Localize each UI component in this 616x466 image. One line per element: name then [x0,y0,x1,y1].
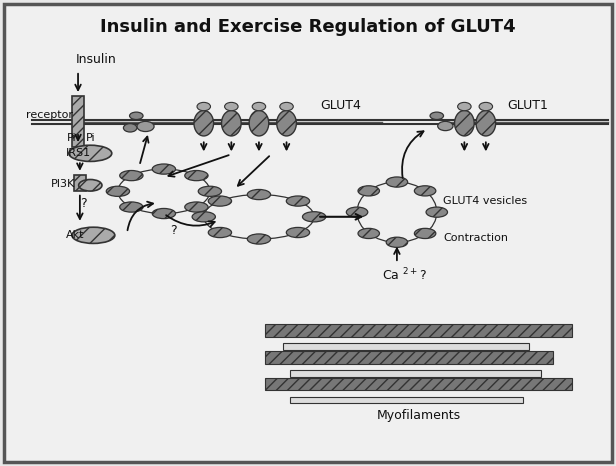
Text: receptor: receptor [26,110,73,120]
Ellipse shape [479,103,493,111]
Ellipse shape [129,112,143,119]
Ellipse shape [185,202,208,212]
Ellipse shape [123,123,137,132]
Ellipse shape [79,179,102,191]
Ellipse shape [208,227,232,238]
Ellipse shape [476,110,496,136]
Text: Pi: Pi [86,133,95,143]
Ellipse shape [426,207,447,217]
Ellipse shape [438,121,453,130]
Ellipse shape [120,202,143,212]
Ellipse shape [415,186,436,196]
Ellipse shape [252,103,265,111]
Ellipse shape [222,110,241,136]
Text: GLUT4: GLUT4 [320,99,361,112]
Text: ?: ? [79,197,86,210]
Ellipse shape [137,121,154,131]
Ellipse shape [197,103,211,111]
Ellipse shape [302,212,326,222]
Bar [290,370,541,377]
Text: ?: ? [170,224,176,237]
Ellipse shape [194,110,214,136]
Bar [265,324,572,337]
Bar [265,350,553,363]
Ellipse shape [386,237,408,247]
Ellipse shape [192,212,216,222]
Ellipse shape [120,171,143,181]
Ellipse shape [358,228,379,239]
Bar [283,343,529,350]
Ellipse shape [277,110,296,136]
Ellipse shape [106,186,129,196]
Ellipse shape [286,196,310,206]
Text: Contraction: Contraction [443,233,508,243]
Ellipse shape [455,110,474,136]
Ellipse shape [69,145,111,161]
Text: Ca $^{2+}$?: Ca $^{2+}$? [381,267,426,283]
Ellipse shape [249,110,269,136]
FancyBboxPatch shape [4,4,612,462]
Text: Akt: Akt [66,230,84,240]
Bar [265,377,572,391]
Text: PI3K: PI3K [51,179,75,189]
Text: Pi: Pi [67,133,77,143]
Ellipse shape [185,171,208,181]
Text: IRS1: IRS1 [66,148,91,158]
Ellipse shape [280,103,293,111]
Ellipse shape [152,164,176,174]
Text: Myofilaments: Myofilaments [376,410,460,423]
Bar [74,175,86,192]
Ellipse shape [415,228,436,239]
Bar [290,397,522,404]
Ellipse shape [247,234,270,244]
Text: Insulin: Insulin [76,53,117,66]
Text: GLUT4 vesicles: GLUT4 vesicles [443,196,527,206]
Ellipse shape [458,103,471,111]
Ellipse shape [346,207,368,217]
Ellipse shape [198,186,222,196]
Ellipse shape [286,227,310,238]
Ellipse shape [386,177,408,187]
Ellipse shape [247,190,270,199]
Ellipse shape [208,196,232,206]
Ellipse shape [152,208,176,219]
Text: Insulin and Exercise Regulation of GLUT4: Insulin and Exercise Regulation of GLUT4 [100,18,516,36]
Text: GLUT1: GLUT1 [508,99,548,112]
Bar [72,96,84,147]
Ellipse shape [225,103,238,111]
Ellipse shape [430,112,444,119]
Ellipse shape [358,186,379,196]
Ellipse shape [72,227,115,243]
